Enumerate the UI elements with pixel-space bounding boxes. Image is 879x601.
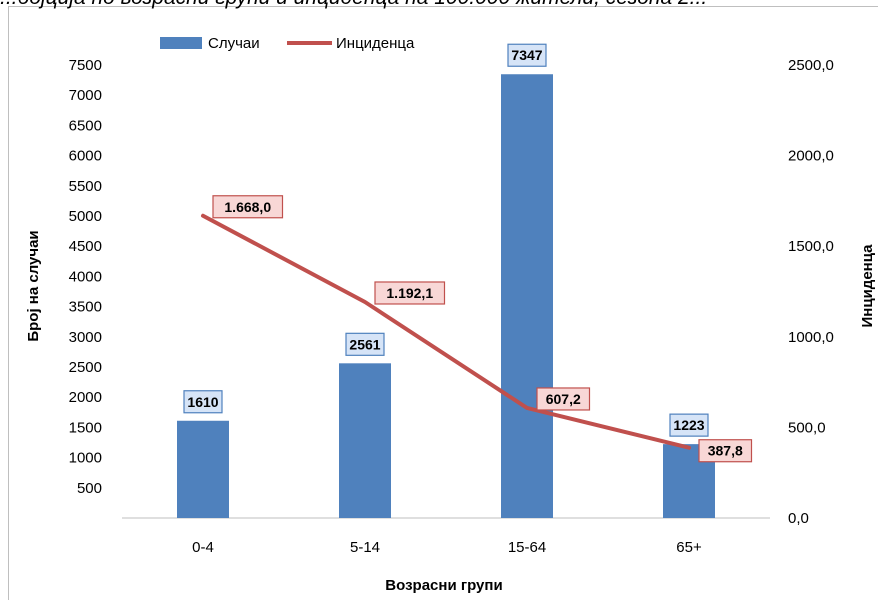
y-tick-label: 3500 [69,299,102,316]
bar-data-label: 1223 [673,417,704,433]
x-tick-label: 0-4 [192,539,214,556]
line-data-label: 1.192,1 [386,285,433,301]
x-tick-label: 65+ [676,539,702,556]
bar [177,420,229,518]
x-tick-label: 5-14 [350,539,380,556]
x-axis-title: Возрасни групи [385,577,502,594]
line-data-label-box [536,387,591,411]
y2-tick-label: 500,0 [788,419,826,436]
y-tick-label: 3000 [69,329,102,346]
line-data-label: 1.668,0 [224,199,271,215]
y2-axis-title: Инциденца [859,244,876,328]
y-tick-label: 6000 [69,148,102,165]
y2-tick-label: 1000,0 [788,329,834,346]
incidence-line [201,213,691,450]
bar-data-label-box [669,413,709,437]
bar-data-label: 1610 [187,394,218,410]
line-data-label-box [374,281,446,305]
line-data-label: 387,8 [708,443,743,459]
bar [339,363,391,518]
y-tick-label: 5000 [69,208,102,225]
y-tick-label: 2000 [69,389,102,406]
y2-tick-label: 2500,0 [788,57,834,74]
y-tick-label: 7000 [69,87,102,104]
bar-data-label-box [345,332,385,356]
x-tick-label: 15-64 [508,539,546,556]
plot-area: 7500 7000 6500 6000 5500 5000 4500 4000 3500 3000… [69,43,834,556]
bar-data-label-box [183,390,223,414]
bar-data-label: 2561 [349,336,380,352]
y2-tick-label: 0,0 [788,510,809,527]
bar-data-label-box [507,43,547,67]
y-tick-label: 500 [77,480,102,497]
y-tick-label: 6500 [69,117,102,134]
y-tick-label: 7500 [69,57,102,74]
y-axis-title: Број на случаи [25,230,42,341]
y-tick-label: 1500 [69,419,102,436]
y-tick-label: 4000 [69,268,102,285]
chart-frame [8,6,878,600]
chart-title: ...бојција по возрасни групи и инциденца… [0,0,879,10]
line-data-label-box [212,195,284,219]
y-tick-label: 2500 [69,359,102,376]
y2-tick-label: 2000,0 [788,148,834,165]
y-tick-label: 4500 [69,238,102,255]
line-data-label-box [698,439,753,463]
legend: Случаи Инциденца [160,35,415,52]
legend-swatch-cases [160,37,202,49]
legend-label-cases: Случаи [208,35,260,52]
y-tick-label: 1000 [69,450,102,467]
y-tick-label: 5500 [69,178,102,195]
line-data-label: 607,2 [546,391,581,407]
bar [501,74,553,518]
legend-label-incidence: Инциденца [336,35,415,52]
y2-tick-label: 1500,0 [788,238,834,255]
bar-data-label: 7347 [511,47,542,63]
